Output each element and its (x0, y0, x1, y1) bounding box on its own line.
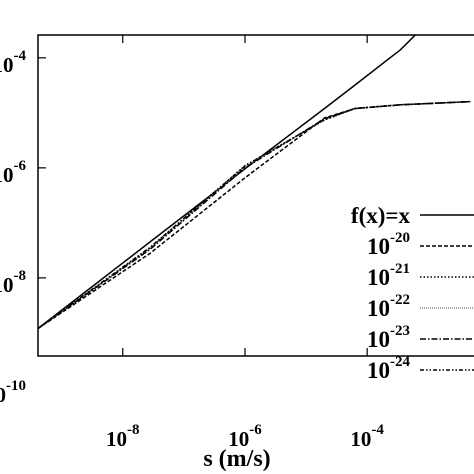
legend-label: 10-20 (367, 230, 410, 259)
legend-label: 10-21 (367, 261, 410, 290)
x-tick-label: 10-8 (106, 422, 140, 451)
x-axis-label: s (m/s) (203, 446, 270, 472)
series-line (38, 35, 417, 330)
plot-frame (37, 34, 474, 357)
y-tick-label: 10-10 (0, 378, 26, 407)
x-tick-label: 10-6 (228, 422, 262, 451)
legend-label: f(x)=x (351, 203, 411, 228)
y-tick-label: 10-4 (0, 48, 26, 77)
legend-label: 10-23 (367, 323, 410, 352)
y-tick-label: 10-8 (0, 268, 26, 297)
legend-label: 10-24 (367, 354, 410, 383)
y-tick-label: 10-6 (0, 158, 26, 187)
x-tick-label: 10-4 (350, 422, 384, 451)
series-line (38, 100, 471, 330)
legend-label: 10-22 (367, 292, 410, 321)
plot-lines (38, 35, 471, 330)
